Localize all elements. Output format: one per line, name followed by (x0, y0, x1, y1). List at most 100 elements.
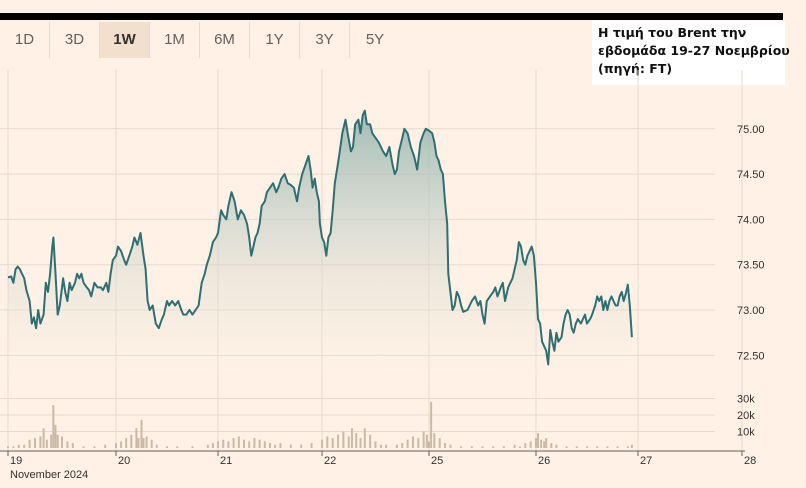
volume-bar (227, 441, 230, 448)
volume-bar (470, 446, 473, 448)
volume-bar (248, 441, 251, 448)
tab-5y[interactable]: 5Y (365, 31, 385, 48)
tab-1w[interactable]: 1W (100, 22, 150, 58)
volume-bar (206, 444, 209, 448)
volume-tick-label: 10k (737, 427, 755, 439)
tab-6m[interactable]: 6M (200, 22, 250, 58)
volume-bar (518, 446, 521, 448)
volume-bar (155, 444, 158, 448)
x-tick-label: 19 (10, 455, 22, 467)
x-tick-label: 26 (538, 455, 550, 467)
volume-bar (217, 441, 219, 448)
volume-bar (326, 436, 329, 448)
volume-bar (66, 441, 69, 448)
volume-bar (535, 438, 537, 448)
volume-bar (460, 446, 463, 448)
volume-bar (596, 446, 599, 448)
volume-bar (135, 428, 138, 448)
volume-bar (444, 443, 447, 448)
x-tick-label: 27 (640, 455, 652, 467)
caption-line-1: Η τιμή του Brent την (598, 25, 747, 40)
volume-bar (545, 438, 548, 448)
volume-bar (606, 446, 609, 448)
volume-bar (130, 434, 133, 448)
volume-bar (137, 438, 140, 448)
volume-bar (428, 441, 430, 448)
volume-tick-label: 30k (737, 394, 755, 406)
x-tick-label: 21 (220, 455, 232, 467)
volume-bar (17, 444, 20, 448)
volume-bar (430, 401, 433, 448)
y-tick-label: 73.50 (737, 260, 765, 272)
volume-bar (28, 439, 31, 448)
volume-bar (125, 438, 128, 448)
volume-bar (269, 443, 271, 448)
volume-bar (176, 446, 179, 448)
volume-bar (166, 446, 168, 448)
volume-bar (575, 446, 578, 448)
volume-bar (550, 443, 553, 448)
price-line (7, 109, 633, 366)
volume-bar (417, 438, 420, 448)
tab-3y[interactable]: 3Y (300, 22, 350, 58)
volume-bar (529, 441, 532, 448)
volume-bar (524, 443, 527, 448)
volume-bar (258, 439, 261, 448)
volume-bar (23, 444, 26, 448)
volume-bar (359, 438, 362, 448)
price-area (8, 110, 632, 378)
volume-bar (50, 434, 53, 448)
volume-bar (385, 444, 388, 448)
volume-bar (586, 446, 588, 448)
volume-bar (82, 446, 85, 448)
volume-bar (565, 446, 568, 448)
volume-bar (401, 443, 404, 448)
tab-1d[interactable]: 1D (0, 22, 50, 58)
volume-bar (120, 441, 123, 448)
volume-bar (191, 446, 194, 448)
volume-bar (145, 436, 148, 448)
range-tabs: 1D 3D 1W 1M 6M 1Y 3Y 5Y (0, 22, 400, 58)
volume-bar (422, 431, 425, 448)
tab-3d[interactable]: 3D (50, 22, 100, 58)
y-tick-label: 74.50 (737, 169, 765, 181)
volume-bar (150, 439, 153, 448)
volume-bar (54, 424, 57, 448)
x-tick-label: 22 (324, 455, 336, 467)
volume-bar (263, 441, 266, 448)
volume-bar (42, 428, 45, 448)
volume-bar (513, 444, 516, 448)
header-rule (0, 13, 783, 20)
volume-bar (45, 439, 48, 448)
volume-bar (140, 419, 143, 448)
volume-bar (279, 443, 282, 448)
volume-bar (274, 444, 277, 448)
volume-bar (71, 443, 74, 448)
volume-bar (630, 444, 633, 448)
volume-bar (7, 446, 9, 448)
x-tick-label: 20 (118, 455, 130, 467)
volume-bar (61, 436, 63, 448)
chart-caption: Η τιμή του Brent την εβδομάδα 19-27 Νοεμ… (592, 21, 790, 85)
volume-bar (555, 444, 558, 448)
volume-bar (369, 434, 372, 448)
volume-bar (355, 433, 358, 448)
volume-bar (34, 438, 36, 448)
tab-1m[interactable]: 1M (150, 22, 200, 58)
y-tick-label: 73.00 (737, 305, 765, 317)
volume-bar (492, 446, 495, 448)
volume-bar (300, 444, 303, 448)
volume-bar (433, 433, 436, 448)
volume-bar (449, 444, 452, 448)
volume-bar (626, 446, 629, 448)
volume-bar (331, 438, 334, 448)
volume-bar (537, 433, 540, 448)
x-tick-label: 25 (431, 455, 443, 467)
volume-bar (540, 439, 543, 448)
tab-1y[interactable]: 1Y (250, 22, 300, 58)
volume-bar (502, 446, 505, 448)
volume-bar (310, 443, 313, 448)
y-tick-label: 74.00 (737, 214, 765, 226)
volume-bar (374, 441, 377, 448)
